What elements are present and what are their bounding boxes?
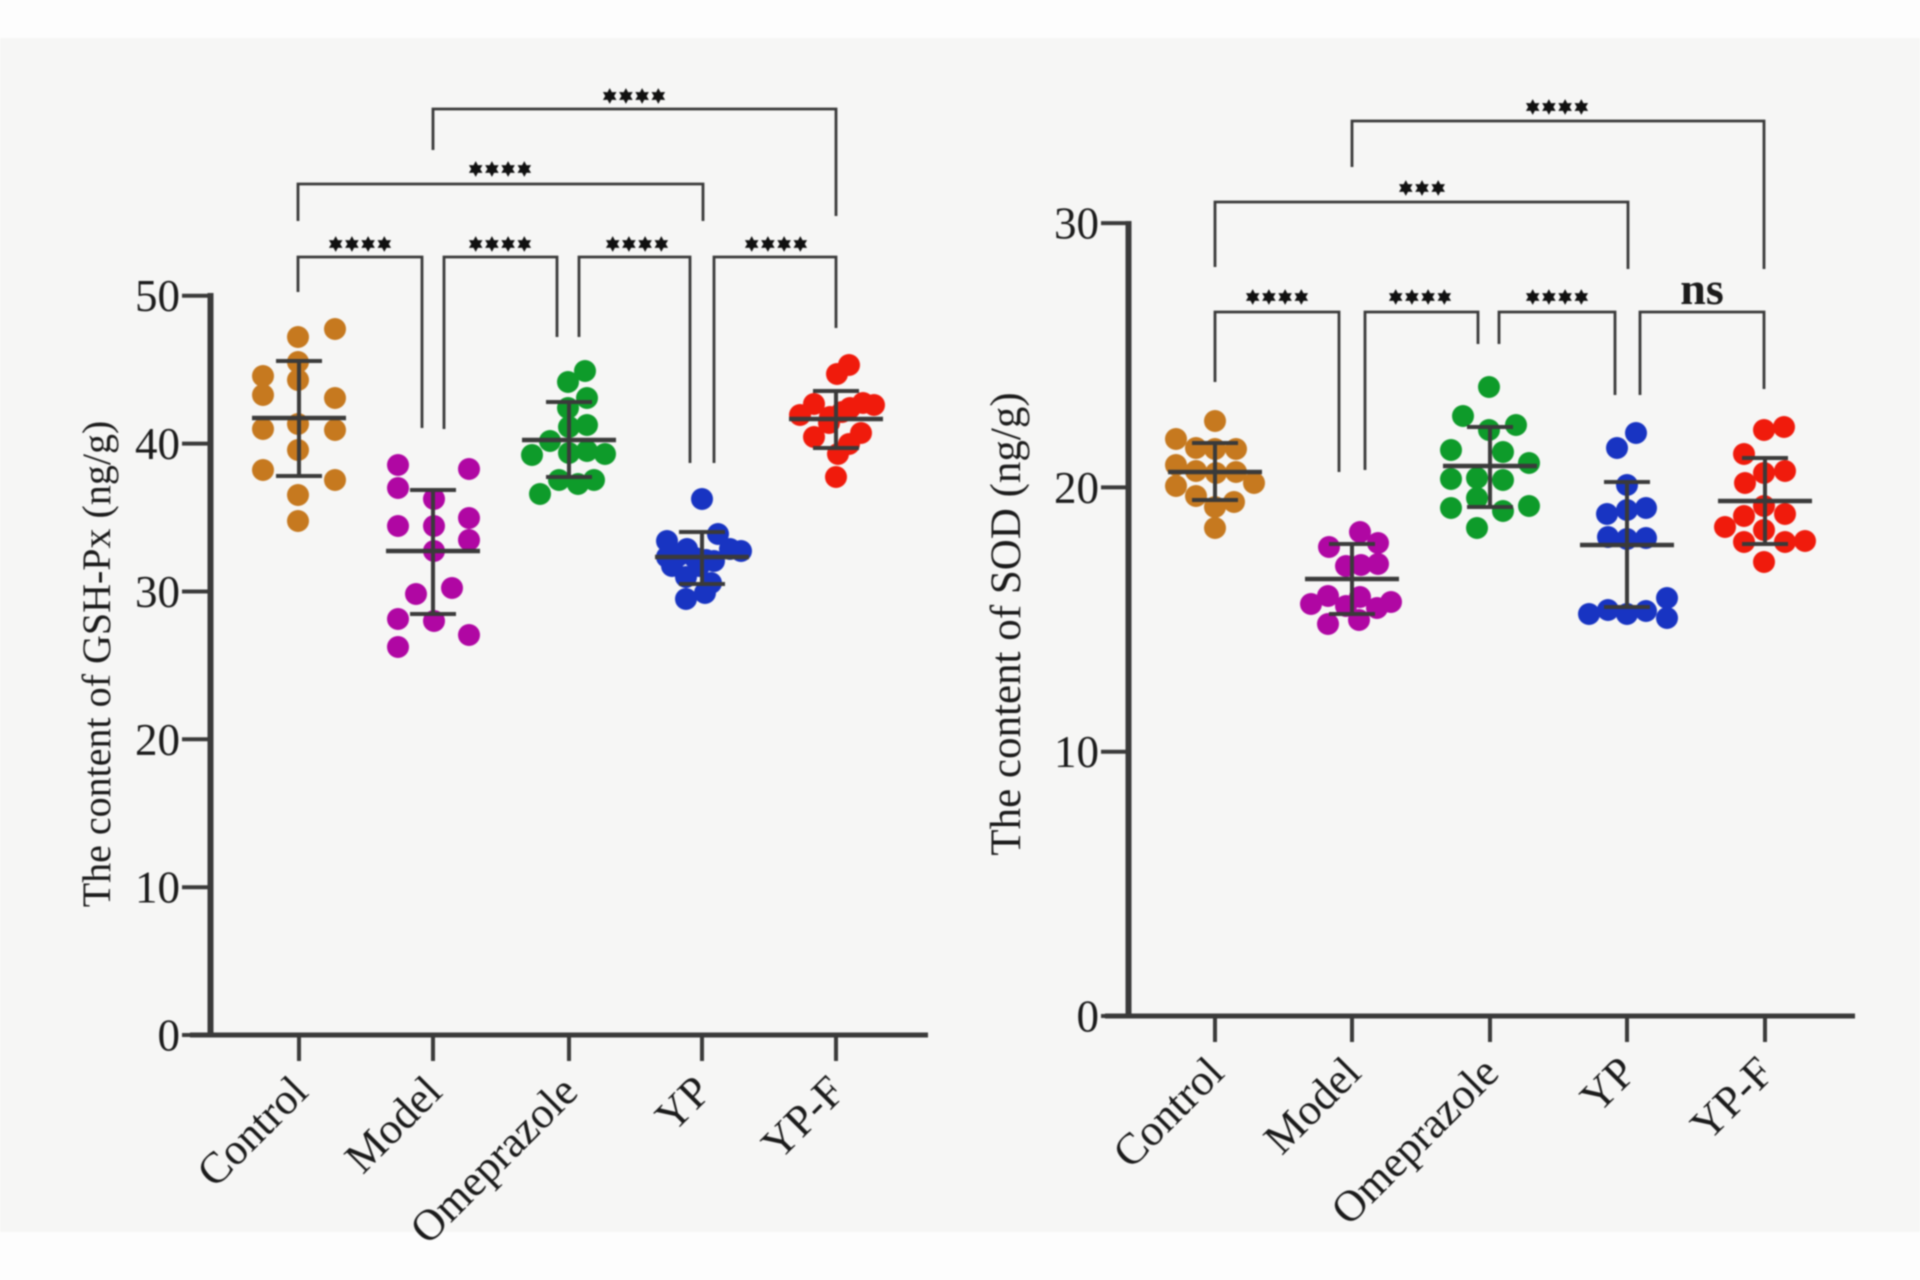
svg-text:20: 20 (135, 715, 180, 765)
svg-text:10: 10 (1054, 727, 1099, 777)
svg-text:0: 0 (1077, 992, 1100, 1042)
svg-text:30: 30 (135, 567, 180, 617)
svg-text:20: 20 (1054, 463, 1099, 513)
svg-text:50: 50 (135, 271, 180, 321)
svg-text:0: 0 (158, 1011, 181, 1061)
svg-text:The content of SOD (ng/g): The content of SOD (ng/g) (983, 392, 1030, 855)
svg-text:30: 30 (1054, 199, 1099, 249)
svg-text:40: 40 (135, 419, 180, 469)
svg-text:ns: ns (1680, 263, 1723, 314)
svg-text:The content of GSH-Px (ng/g): The content of GSH-Px (ng/g) (74, 421, 119, 908)
svg-text:10: 10 (135, 863, 180, 913)
